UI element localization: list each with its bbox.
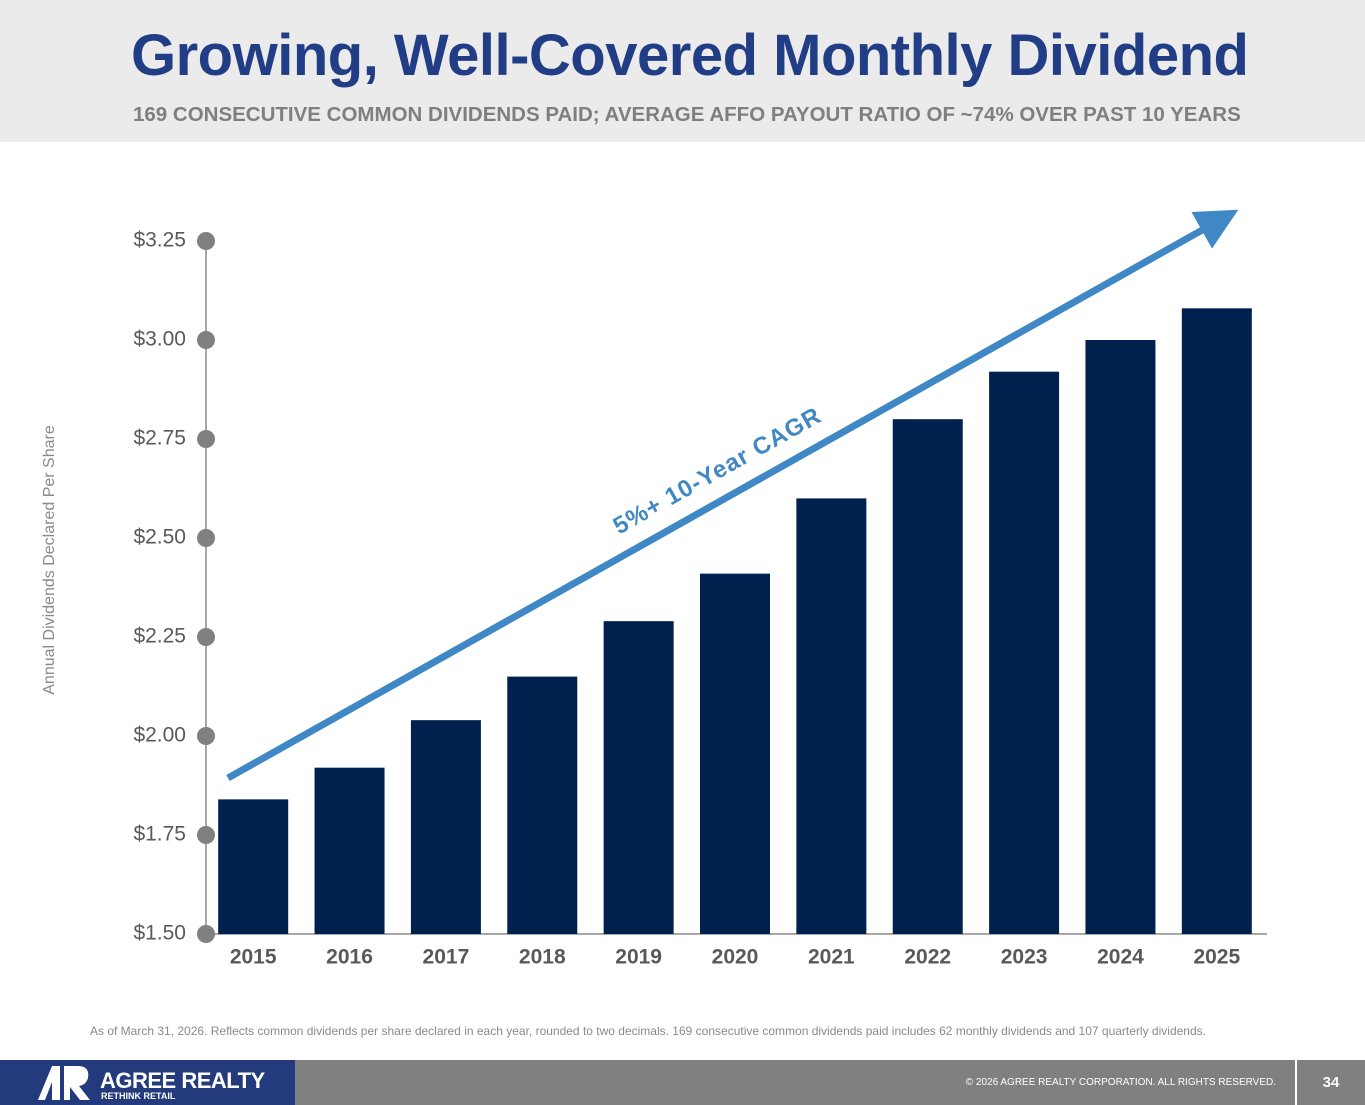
footer: AGREE REALTY RETHINK RETAIL © 2026 AGREE… bbox=[0, 1060, 1365, 1105]
copyright: © 2026 AGREE REALTY CORPORATION. ALL RIG… bbox=[965, 1077, 1276, 1088]
y-tick-dot bbox=[197, 826, 215, 844]
x-tick-label: 2020 bbox=[712, 946, 759, 969]
y-tick-label: $2.50 bbox=[133, 526, 186, 549]
bar bbox=[1085, 340, 1156, 934]
bar bbox=[892, 419, 963, 934]
y-tick-dot bbox=[197, 430, 215, 448]
tagline: RETHINK RETAIL bbox=[101, 1091, 176, 1101]
bar bbox=[410, 720, 481, 934]
bar bbox=[700, 573, 770, 934]
y-tick-label: $2.00 bbox=[133, 724, 186, 747]
bar bbox=[989, 371, 1060, 934]
x-tick-label: 2021 bbox=[808, 946, 855, 969]
bar bbox=[314, 767, 385, 934]
subtitle: 169 CONSECUTIVE COMMON DIVIDENDS PAID; A… bbox=[133, 103, 1241, 126]
x-tick-label: 2015 bbox=[230, 946, 277, 969]
page-number: 34 bbox=[1322, 1074, 1340, 1091]
y-tick-dot bbox=[197, 529, 215, 547]
bar bbox=[796, 498, 867, 934]
brand: AGREE REALTY bbox=[100, 1068, 265, 1093]
y-tick-label: $1.75 bbox=[133, 823, 186, 846]
y-tick-label: $1.50 bbox=[133, 922, 186, 945]
y-tick-dot bbox=[197, 232, 215, 250]
bar bbox=[218, 799, 289, 934]
logo: AGREE REALTY RETHINK RETAIL bbox=[0, 1060, 295, 1105]
chart: Annual Dividends Declared Per Share $1.5… bbox=[41, 209, 1267, 969]
title: Growing, Well-Covered Monthly Dividend bbox=[131, 23, 1249, 88]
y-tick-dot bbox=[197, 628, 215, 646]
annotation: 5%+ 10-Year CAGR bbox=[609, 402, 826, 540]
divider bbox=[1295, 1060, 1297, 1105]
x-tick-label: 2025 bbox=[1193, 946, 1240, 969]
x-tick-label: 2017 bbox=[423, 946, 470, 969]
y-tick-label: $2.25 bbox=[133, 625, 186, 648]
y-tick-dot bbox=[197, 727, 215, 745]
y-tick-dot bbox=[197, 331, 215, 349]
bar bbox=[1181, 308, 1252, 934]
y-axis-label: Annual Dividends Declared Per Share bbox=[41, 425, 58, 695]
footnote: As of March 31, 2026. Reflects common di… bbox=[90, 1024, 1206, 1038]
x-tick-label: 2024 bbox=[1097, 946, 1144, 969]
bar bbox=[603, 621, 674, 934]
header: Growing, Well-Covered Monthly Dividend 1… bbox=[0, 0, 1365, 142]
logo-mark bbox=[38, 1066, 90, 1100]
trend-arrow bbox=[226, 209, 1239, 782]
y-tick-label: $2.75 bbox=[133, 427, 186, 450]
x-tick-label: 2023 bbox=[1001, 946, 1048, 969]
y-tick-label: $3.25 bbox=[133, 229, 186, 252]
bar bbox=[507, 676, 578, 934]
x-tick-label: 2016 bbox=[326, 946, 373, 969]
y-tick-dot bbox=[197, 925, 215, 943]
x-tick-label: 2022 bbox=[904, 946, 951, 969]
y-tick-label: $3.00 bbox=[133, 328, 186, 351]
x-tick-label: 2019 bbox=[615, 946, 662, 969]
x-tick-label: 2018 bbox=[519, 946, 566, 969]
